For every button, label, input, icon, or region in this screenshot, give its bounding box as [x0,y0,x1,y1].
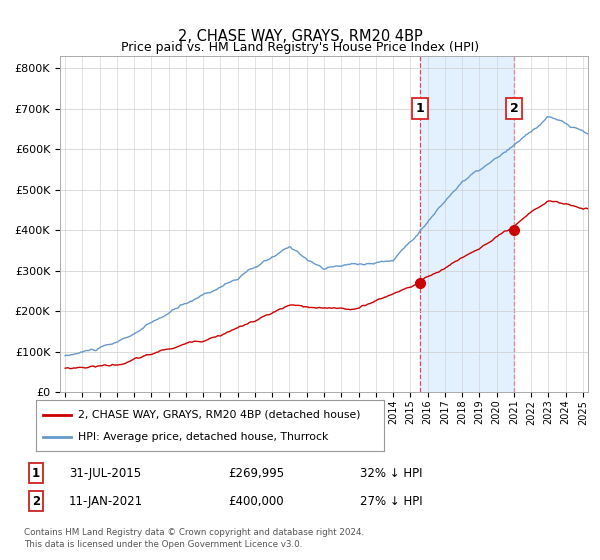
Text: 2: 2 [32,494,40,508]
Text: 31-JUL-2015: 31-JUL-2015 [69,466,141,480]
Text: Price paid vs. HM Land Registry's House Price Index (HPI): Price paid vs. HM Land Registry's House … [121,41,479,54]
Text: £269,995: £269,995 [228,466,284,480]
Text: 27% ↓ HPI: 27% ↓ HPI [360,494,422,508]
Text: Contains HM Land Registry data © Crown copyright and database right 2024.
This d: Contains HM Land Registry data © Crown c… [24,528,364,549]
Text: HPI: Average price, detached house, Thurrock: HPI: Average price, detached house, Thur… [78,432,328,442]
Text: 2: 2 [510,102,518,115]
Text: 11-JAN-2021: 11-JAN-2021 [69,494,143,508]
Text: 2, CHASE WAY, GRAYS, RM20 4BP (detached house): 2, CHASE WAY, GRAYS, RM20 4BP (detached … [78,409,360,419]
Text: 1: 1 [32,466,40,480]
Text: 1: 1 [416,102,425,115]
Text: 2, CHASE WAY, GRAYS, RM20 4BP: 2, CHASE WAY, GRAYS, RM20 4BP [178,29,422,44]
Text: £400,000: £400,000 [228,494,284,508]
Text: 32% ↓ HPI: 32% ↓ HPI [360,466,422,480]
